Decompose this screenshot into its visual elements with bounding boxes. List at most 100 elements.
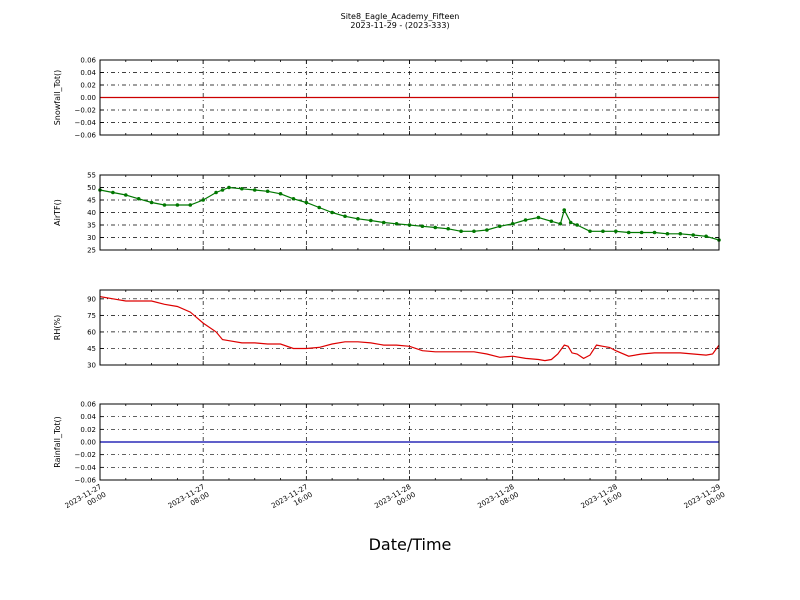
y-tick-label: 30 — [87, 362, 96, 370]
y-tick-label: 0.02 — [80, 82, 96, 90]
y-tick-label: 50 — [87, 184, 96, 192]
y-tick-label: −0.04 — [75, 464, 97, 472]
data-point — [562, 208, 567, 212]
data-point — [704, 234, 708, 239]
data-point — [123, 193, 128, 197]
data-point — [278, 191, 283, 196]
data-point — [568, 220, 573, 225]
y-tick-label: 75 — [87, 312, 96, 320]
y-axis-label: AirTF() — [53, 199, 62, 226]
data-point — [304, 200, 309, 205]
panel-3: 30 45 60 75 90 RH(%) — [53, 289, 720, 370]
data-point — [614, 229, 618, 234]
data-point — [175, 203, 180, 207]
data-point — [265, 189, 270, 194]
y-tick-label: 30 — [87, 234, 96, 242]
y-axis-label: RH(%) — [53, 315, 62, 340]
chart-title-line1: Site8_Eagle_Academy_Fifteen — [341, 12, 460, 21]
data-point — [136, 196, 141, 201]
data-point — [220, 188, 225, 192]
data-point — [356, 216, 360, 221]
data-point — [317, 205, 322, 210]
data-point — [639, 230, 644, 235]
data-point — [420, 224, 425, 229]
x-axis-label: Date/Time — [369, 535, 452, 554]
y-tick-label: 0.00 — [80, 439, 96, 447]
data-point — [149, 200, 154, 205]
data-point — [188, 203, 193, 207]
data-point — [433, 225, 438, 230]
data-point — [201, 198, 205, 202]
data-point — [446, 226, 450, 231]
data-point — [240, 186, 244, 191]
y-tick-label: 45 — [87, 197, 96, 205]
data-point — [588, 229, 592, 234]
y-tick-label: 90 — [87, 295, 96, 303]
data-point — [601, 229, 605, 234]
y-tick-label: 55 — [87, 172, 96, 180]
data-point — [678, 231, 683, 236]
data-point — [407, 223, 412, 227]
data-point — [394, 221, 399, 226]
data-point — [665, 231, 670, 236]
series-line — [99, 296, 720, 362]
axes-frame — [99, 59, 720, 136]
data-point — [252, 188, 257, 192]
data-point — [459, 229, 463, 234]
y-tick-label: −0.04 — [75, 119, 97, 127]
y-tick-label: 0.04 — [80, 69, 96, 77]
panels: −0.06 −0.04 −0.02 0.00 0.02 0.04 0.06 Snowfall_… — [53, 57, 721, 485]
y-tick-label: −0.02 — [75, 451, 96, 459]
panel-4: −0.06 −0.04 −0.02 0.00 0.02 0.04 0.06 Rainfall_… — [53, 401, 720, 485]
data-point — [162, 203, 167, 207]
y-axis-label: Rainfall_Tot() — [53, 416, 62, 468]
y-tick-label: 60 — [87, 328, 96, 336]
data-point — [558, 221, 563, 226]
data-point — [369, 218, 373, 223]
data-point — [652, 230, 657, 235]
y-tick-label: 0.00 — [80, 94, 96, 102]
axes-frame — [99, 403, 720, 481]
y-tick-label: −0.06 — [75, 132, 97, 140]
axes-frame — [99, 289, 720, 366]
y-tick-label: 0.04 — [80, 413, 96, 421]
y-axis-label: Snowfall_Tot() — [53, 70, 62, 126]
axes-frame — [99, 174, 720, 251]
data-point — [510, 221, 515, 226]
y-tick-label: 0.06 — [80, 57, 96, 65]
data-point — [343, 214, 347, 219]
y-tick-label: −0.02 — [75, 107, 96, 115]
data-point — [330, 210, 334, 215]
data-point — [472, 229, 476, 234]
data-point — [227, 185, 231, 190]
data-point — [691, 233, 696, 237]
panel-1: −0.06 −0.04 −0.02 0.00 0.02 0.04 0.06 Snowfall_… — [53, 57, 720, 140]
series-line — [99, 186, 720, 241]
data-point — [497, 224, 502, 229]
data-point — [485, 228, 489, 232]
data-point — [575, 223, 579, 227]
y-tick-label: 0.06 — [80, 401, 96, 409]
y-tick-label: 40 — [87, 209, 96, 217]
chart-title-line2: 2023-11-29 - (2023-333) — [350, 21, 449, 30]
data-point — [626, 230, 631, 235]
data-point — [214, 190, 218, 195]
y-tick-label: 45 — [87, 345, 96, 353]
y-tick-label: 35 — [87, 222, 96, 230]
y-tick-label: −0.06 — [75, 477, 97, 485]
data-point — [523, 218, 528, 222]
data-point — [291, 196, 296, 201]
data-point — [381, 220, 386, 225]
data-point — [111, 190, 115, 195]
panel-2: 25 30 35 40 45 50 55 AirTF() — [53, 172, 721, 255]
y-tick-label: 25 — [87, 247, 96, 255]
